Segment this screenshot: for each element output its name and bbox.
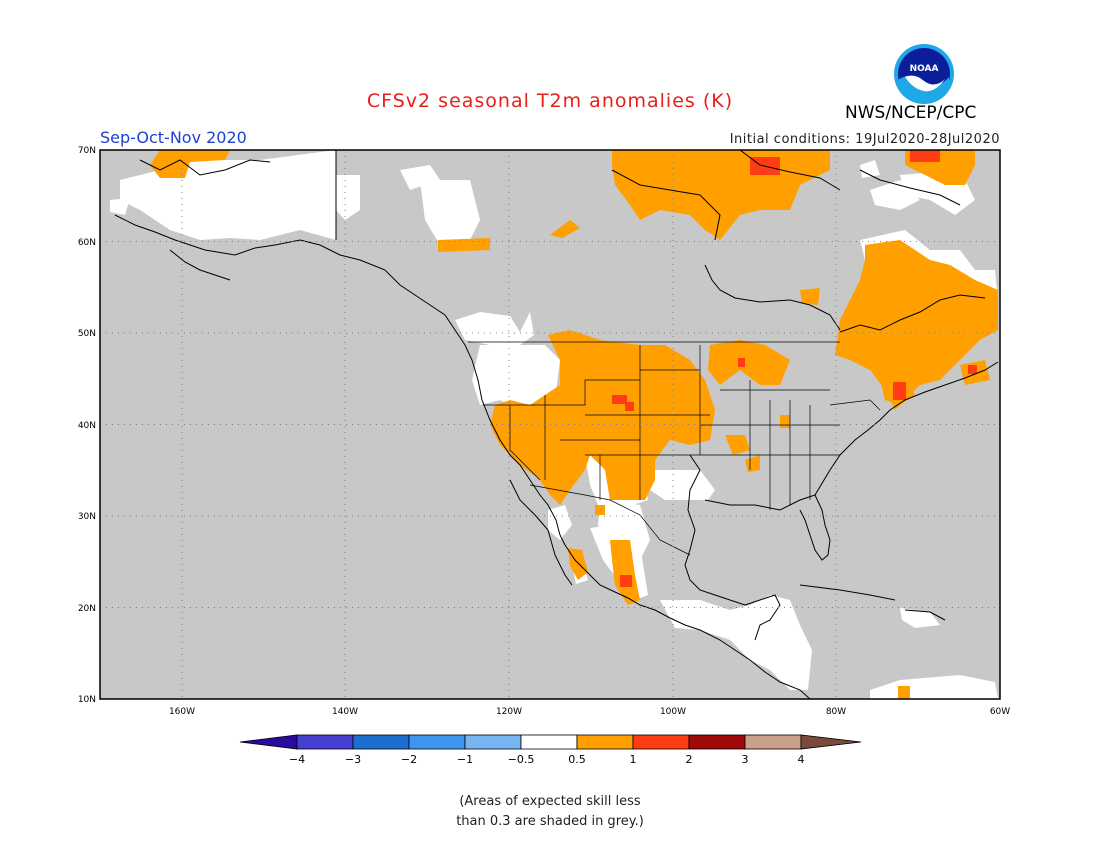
lon-label: 140W — [332, 707, 358, 717]
graticule — [100, 150, 1000, 699]
legend-tick-label: 4 — [798, 753, 805, 766]
map-title: CFSv2 seasonal T2m anomalies (K) — [366, 90, 734, 112]
legend-tick-label: −2 — [401, 753, 417, 766]
lon-label: 60W — [990, 707, 1010, 717]
legend-tick-label: −1 — [457, 753, 473, 766]
legend-swatch — [408, 734, 466, 750]
legend-swatch — [632, 734, 690, 750]
legend-tick-label: 1 — [630, 753, 637, 766]
lat-label: 20N — [78, 604, 96, 614]
lon-label: 160W — [169, 707, 195, 717]
initial-conditions-label: Initial conditions: 19Jul2020-28Jul2020 — [729, 132, 1000, 147]
legend-tick-label: 3 — [742, 753, 749, 766]
lat-label: 50N — [78, 329, 96, 339]
footnote: (Areas of expected skill less than 0.3 a… — [0, 792, 1100, 832]
latitude-labels: 70N 60N 50N 40N 30N 20N 10N — [78, 146, 96, 705]
legend-swatch — [688, 734, 746, 750]
legend-swatch — [464, 734, 522, 750]
footnote-line: than 0.3 are shaded in grey.) — [456, 814, 644, 829]
legend-tick-label: −0.5 — [508, 753, 535, 766]
legend-tick-label: −4 — [289, 753, 305, 766]
legend-swatch — [352, 734, 410, 750]
legend-arrow-low — [239, 734, 298, 750]
season-label: Sep-Oct-Nov 2020 — [100, 128, 247, 147]
footnote-line: (Areas of expected skill less — [459, 794, 641, 809]
logo-text: NOAA — [910, 64, 939, 74]
legend-tick-label: 0.5 — [568, 753, 586, 766]
anomaly-map: 70N 60N 50N 40N 30N 20N 10N 160W 140W 12… — [78, 146, 1010, 766]
lat-label: 10N — [78, 695, 96, 705]
legend-swatch — [296, 734, 354, 750]
lat-label: 30N — [78, 512, 96, 522]
lon-label: 100W — [660, 707, 686, 717]
longitude-labels: 160W 140W 120W 100W 80W 60W — [169, 707, 1010, 717]
map-frame — [99, 149, 1001, 700]
legend-tick-label: −3 — [345, 753, 361, 766]
legend-swatch — [744, 734, 802, 750]
legend-tick-label: 2 — [686, 753, 693, 766]
legend-arrow-high — [800, 734, 862, 750]
noaa-logo: NOAA — [894, 44, 954, 104]
color-legend: −4 −3 −2 −1 −0.5 0.5 1 2 3 4 — [239, 734, 862, 766]
lon-label: 120W — [496, 707, 522, 717]
lon-label: 80W — [826, 707, 846, 717]
agency-label: NWS/NCEP/CPC — [845, 103, 977, 123]
lat-label: 60N — [78, 238, 96, 248]
legend-swatch — [576, 734, 634, 750]
legend-swatch — [520, 734, 578, 750]
political-borders — [468, 341, 881, 556]
lat-label: 70N — [78, 146, 96, 156]
lat-label: 40N — [78, 421, 96, 431]
